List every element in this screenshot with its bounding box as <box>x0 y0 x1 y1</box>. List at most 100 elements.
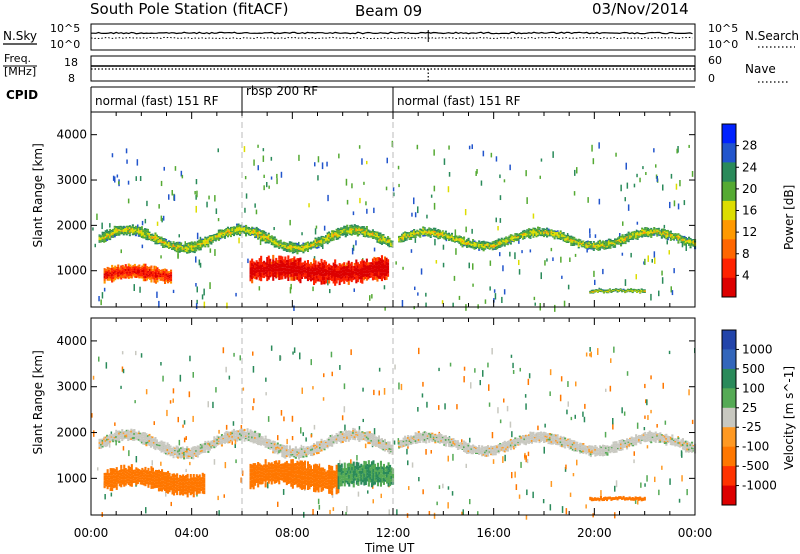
data-cell <box>641 234 644 236</box>
data-cell <box>668 236 671 238</box>
data-cell <box>320 267 323 272</box>
data-cell <box>541 228 544 230</box>
data-cell <box>624 234 627 236</box>
data-cell <box>326 277 329 280</box>
data-cell <box>650 227 653 230</box>
data-cell <box>691 243 694 245</box>
data-cell <box>364 232 367 235</box>
data-cell <box>278 275 281 280</box>
data-cell <box>677 240 680 242</box>
data-cell <box>183 453 186 456</box>
data-cell <box>306 267 309 271</box>
data-cell <box>692 239 695 241</box>
data-cell <box>645 230 648 232</box>
data-cell <box>291 244 294 247</box>
data-cell <box>152 234 155 237</box>
data-cell <box>308 263 311 267</box>
scatter-cell <box>613 346 615 353</box>
data-cell <box>249 232 252 234</box>
data-cell <box>377 257 380 261</box>
data-cell <box>229 228 232 231</box>
data-cell <box>129 273 132 276</box>
data-cell <box>180 247 183 249</box>
data-cell <box>388 239 391 241</box>
data-cell <box>517 236 520 238</box>
data-cell <box>246 231 249 233</box>
data-cell <box>326 240 329 243</box>
data-cell <box>155 239 158 241</box>
data-cell <box>291 453 294 456</box>
data-cell <box>294 266 297 270</box>
data-cell <box>291 242 294 245</box>
beam-title: Beam 09 <box>355 2 422 20</box>
data-cell <box>125 228 128 231</box>
data-cell <box>308 266 311 270</box>
data-cell <box>199 243 202 245</box>
data-cell <box>199 447 202 449</box>
data-cell <box>319 241 322 243</box>
data-cell <box>365 277 368 281</box>
data-cell <box>242 429 245 432</box>
data-cell <box>654 231 657 233</box>
data-cell <box>511 240 514 242</box>
scatter-cell <box>447 502 449 509</box>
data-cell <box>571 244 574 246</box>
data-cell <box>228 233 231 235</box>
data-cell <box>329 270 332 273</box>
data-cell <box>597 249 600 251</box>
data-cell <box>296 248 299 251</box>
scatter-cell <box>503 289 506 295</box>
data-cell <box>368 236 371 238</box>
data-cell <box>367 229 370 231</box>
data-cell <box>124 226 127 228</box>
data-cell <box>672 235 675 237</box>
data-cell <box>154 443 157 446</box>
data-cell <box>620 244 623 247</box>
scatter-cell <box>524 394 527 398</box>
data-cell <box>261 264 264 268</box>
data-cell <box>675 234 678 236</box>
data-cell <box>398 241 401 243</box>
data-cell <box>607 291 610 293</box>
data-cell <box>246 436 249 440</box>
data-cell <box>128 433 131 436</box>
data-cell <box>125 233 128 236</box>
scatter-cell <box>373 389 375 396</box>
data-cell <box>232 432 235 435</box>
data-cell <box>127 429 130 432</box>
data-cell <box>562 239 565 242</box>
data-cell <box>686 238 689 240</box>
data-cell <box>608 288 611 290</box>
data-cell <box>261 436 264 438</box>
scatter-cell <box>532 491 534 499</box>
data-cell <box>479 245 482 247</box>
data-cell <box>163 244 166 247</box>
data-cell <box>553 237 556 240</box>
data-cell <box>544 232 547 234</box>
data-cell <box>446 234 449 236</box>
data-cell <box>484 245 487 247</box>
data-cell <box>152 240 155 242</box>
data-cell <box>306 248 309 251</box>
data-cell <box>663 236 666 239</box>
data-cell <box>226 441 229 444</box>
data-cell <box>601 240 604 242</box>
data-cell <box>139 227 142 229</box>
data-cell <box>441 237 444 239</box>
data-cell <box>414 235 417 237</box>
scatter-cell <box>644 483 646 487</box>
scatter-cell <box>195 205 197 213</box>
data-cell <box>142 233 145 236</box>
data-cell <box>143 231 146 234</box>
data-cell <box>136 229 139 231</box>
data-cell <box>607 243 610 246</box>
data-cell <box>181 455 184 458</box>
data-cell <box>574 242 577 244</box>
data-cell <box>523 236 526 238</box>
scatter-cell <box>428 511 431 515</box>
data-cell <box>405 239 408 241</box>
data-cell <box>635 235 638 237</box>
data-cell <box>665 231 668 234</box>
data-cell <box>580 241 583 243</box>
data-cell <box>104 443 107 446</box>
